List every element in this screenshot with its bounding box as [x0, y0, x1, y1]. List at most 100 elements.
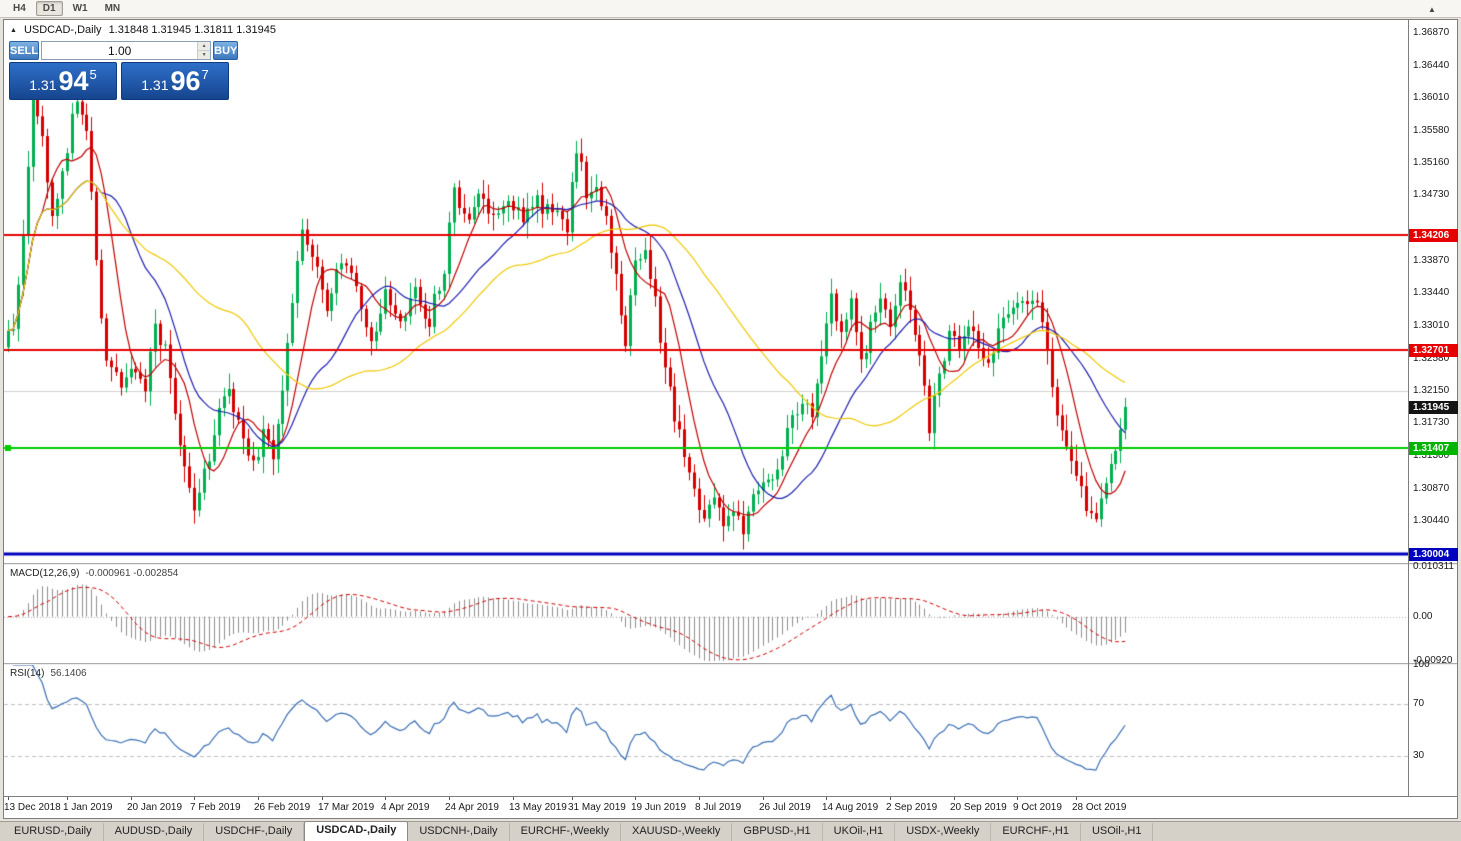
- rsi-scale-label: 30: [1413, 750, 1425, 761]
- sell-price-prefix: 1.31: [29, 76, 57, 93]
- chart-tab-usdx-weekly[interactable]: USDX-,Weekly: [895, 823, 992, 841]
- timeframe-button-h4[interactable]: H4: [6, 1, 33, 16]
- main-price-chart-canvas[interactable]: [4, 20, 1408, 563]
- macd-indicator-name: MACD(12,26,9): [10, 568, 80, 579]
- chart-tab-eurchf-weekly[interactable]: EURCHF-,Weekly: [510, 823, 621, 841]
- time-axis-tick: [513, 797, 514, 800]
- price-tick-label: 1.31300: [1413, 449, 1450, 461]
- time-axis-tick: [8, 797, 9, 800]
- time-axis-tick: [449, 797, 450, 800]
- timeframe-button-mn[interactable]: MN: [98, 1, 128, 16]
- macd-scale-label: 0.010311: [1413, 561, 1454, 573]
- price-tick-label: 1.33010: [1413, 320, 1450, 332]
- chart-tab-usdcad-daily[interactable]: USDCAD-,Daily: [304, 821, 409, 841]
- macd-indicator-values: -0.000961 -0.002854: [85, 568, 179, 579]
- price-tick-label: 1.32580: [1413, 352, 1450, 364]
- time-axis-label: 13 May 2019: [509, 802, 567, 813]
- price-scale[interactable]: 1.36870 1.36440 1.36010 1.35580 1.35160 1.347…: [1409, 20, 1458, 796]
- timeframe-toolbar: H4 D1 W1 MN ▲: [0, 0, 1461, 18]
- hline-price-badge: 1.30004: [1409, 548, 1458, 562]
- time-axis-label: 20 Sep 2019: [950, 802, 1007, 813]
- pane-divider[interactable]: [4, 563, 1457, 565]
- time-axis-tick: [194, 797, 195, 800]
- price-tick-label: 1.36440: [1413, 59, 1450, 71]
- time-axis-label: 8 Jul 2019: [695, 802, 742, 813]
- time-axis-label: 1 Jan 2019: [63, 802, 113, 813]
- price-tick-label: 1.36010: [1413, 92, 1450, 104]
- chart-tab-usoil-h1[interactable]: USOil-,H1: [1081, 823, 1154, 841]
- time-axis-label: 7 Feb 2019: [190, 802, 241, 813]
- time-axis-tick: [699, 797, 700, 800]
- chart-tab-eurusd-daily[interactable]: EURUSD-,Daily: [3, 823, 104, 841]
- buy-price-pipette: 7: [201, 67, 209, 82]
- price-tick-label: 1.30870: [1413, 482, 1450, 494]
- rsi-scale-label: 100: [1413, 659, 1430, 670]
- time-axis-tick: [385, 797, 386, 800]
- rsi-indicator-name: RSI(14): [10, 668, 45, 679]
- price-tick-label: 1.30440: [1413, 515, 1450, 527]
- timeframe-button-w1[interactable]: W1: [66, 1, 95, 16]
- time-axis-tick: [954, 797, 955, 800]
- chart-tab-usdcnh-daily[interactable]: USDCNH-,Daily: [408, 823, 510, 841]
- chart-tab-usdchf-daily[interactable]: USDCHF-,Daily: [204, 823, 305, 841]
- chart-window: 1.36870 1.36440 1.36010 1.35580 1.35160 1.347…: [3, 19, 1458, 819]
- chart-tab-eurchf-h1[interactable]: EURCHF-,H1: [991, 823, 1081, 841]
- time-axis-label: 28 Oct 2019: [1072, 802, 1127, 813]
- time-axis-tick: [258, 797, 259, 800]
- chart-header: ▲ USDCAD-,Daily 1.31848 1.31945 1.31811 …: [10, 24, 276, 36]
- time-axis-tick: [1076, 797, 1077, 800]
- macd-indicator-canvas[interactable]: [4, 565, 1408, 663]
- time-axis-tick: [890, 797, 891, 800]
- time-axis-label: 17 Mar 2019: [318, 802, 375, 813]
- time-axis-tick: [1017, 797, 1018, 800]
- price-tick-label: 1.31730: [1413, 417, 1450, 429]
- rsi-indicator-value: 56.1406: [50, 668, 87, 679]
- price-tick-label: 1.35580: [1413, 124, 1450, 136]
- rsi-scale-label: 70: [1413, 698, 1425, 709]
- price-tick-label: 1.36870: [1413, 26, 1450, 38]
- sell-price-big-digits: 94: [58, 66, 89, 96]
- rsi-pane-title: RSI(14) 56.1406: [10, 668, 87, 679]
- rsi-indicator-canvas[interactable]: [4, 665, 1408, 795]
- pane-divider[interactable]: [4, 663, 1457, 665]
- time-axis-label: 2 Sep 2019: [886, 802, 938, 813]
- time-axis-tick: [67, 797, 68, 800]
- volume-input[interactable]: [42, 42, 198, 59]
- time-axis-label: 26 Feb 2019: [254, 802, 311, 813]
- volume-increase-button[interactable]: ▲: [198, 42, 211, 51]
- volume-decrease-button[interactable]: ▼: [198, 51, 211, 59]
- time-axis[interactable]: 13 Dec 2018 1 Jan 2019 20 Jan 2019 7 Feb 20…: [4, 796, 1457, 818]
- price-tick-label: 1.33440: [1413, 287, 1450, 299]
- buy-button[interactable]: BUY: [213, 41, 239, 60]
- one-click-trading-panel: SELL ▲ ▼ BUY 1.31 94 5 1.31 96 7: [9, 41, 239, 100]
- chart-tab-ukoil-h1[interactable]: UKOil-,H1: [823, 823, 896, 841]
- buy-price-prefix: 1.31: [141, 76, 169, 93]
- hline-price-badge: 1.34206: [1409, 229, 1458, 243]
- chart-tab-bar: EURUSD-,Daily AUDUSD-,Daily USDCHF-,Daily U…: [0, 821, 1461, 841]
- price-tick-label: 1.32150: [1413, 385, 1450, 397]
- time-axis-label: 4 Apr 2019: [381, 802, 430, 813]
- chart-position-marker-icon: ▲: [1428, 5, 1436, 14]
- timeframe-button-d1[interactable]: D1: [35, 1, 63, 16]
- chart-ohlc-values: 1.31848 1.31945 1.31811 1.31945: [108, 24, 276, 36]
- time-axis-tick: [131, 797, 132, 800]
- sell-price-panel[interactable]: 1.31 94 5: [9, 62, 117, 100]
- buy-price-panel[interactable]: 1.31 96 7: [121, 62, 229, 100]
- price-scale-separator: [1408, 20, 1409, 796]
- chart-tab-gbpusd-h1[interactable]: GBPUSD-,H1: [732, 823, 823, 841]
- macd-scale-label: 0.00: [1413, 610, 1433, 622]
- time-axis-tick: [763, 797, 764, 800]
- sell-button[interactable]: SELL: [9, 41, 40, 60]
- time-axis-tick: [826, 797, 827, 800]
- time-axis-label: 14 Aug 2019: [822, 802, 879, 813]
- macd-pane-title: MACD(12,26,9) -0.000961 -0.002854: [10, 568, 178, 579]
- current-price-badge: 1.31945: [1409, 400, 1458, 414]
- sell-price-pipette: 5: [89, 67, 97, 82]
- chart-symbol-label: USDCAD-,Daily: [23, 24, 102, 36]
- chart-tab-xauusd-weekly[interactable]: XAUUSD-,Weekly: [621, 823, 733, 841]
- chart-tab-audusd-daily[interactable]: AUDUSD-,Daily: [104, 823, 205, 841]
- hline-price-badge: 1.31407: [1409, 441, 1458, 455]
- one-click-collapse-icon[interactable]: ▲: [10, 26, 17, 34]
- time-axis-label: 13 Dec 2018: [4, 802, 61, 813]
- time-axis-label: 9 Oct 2019: [1013, 802, 1062, 813]
